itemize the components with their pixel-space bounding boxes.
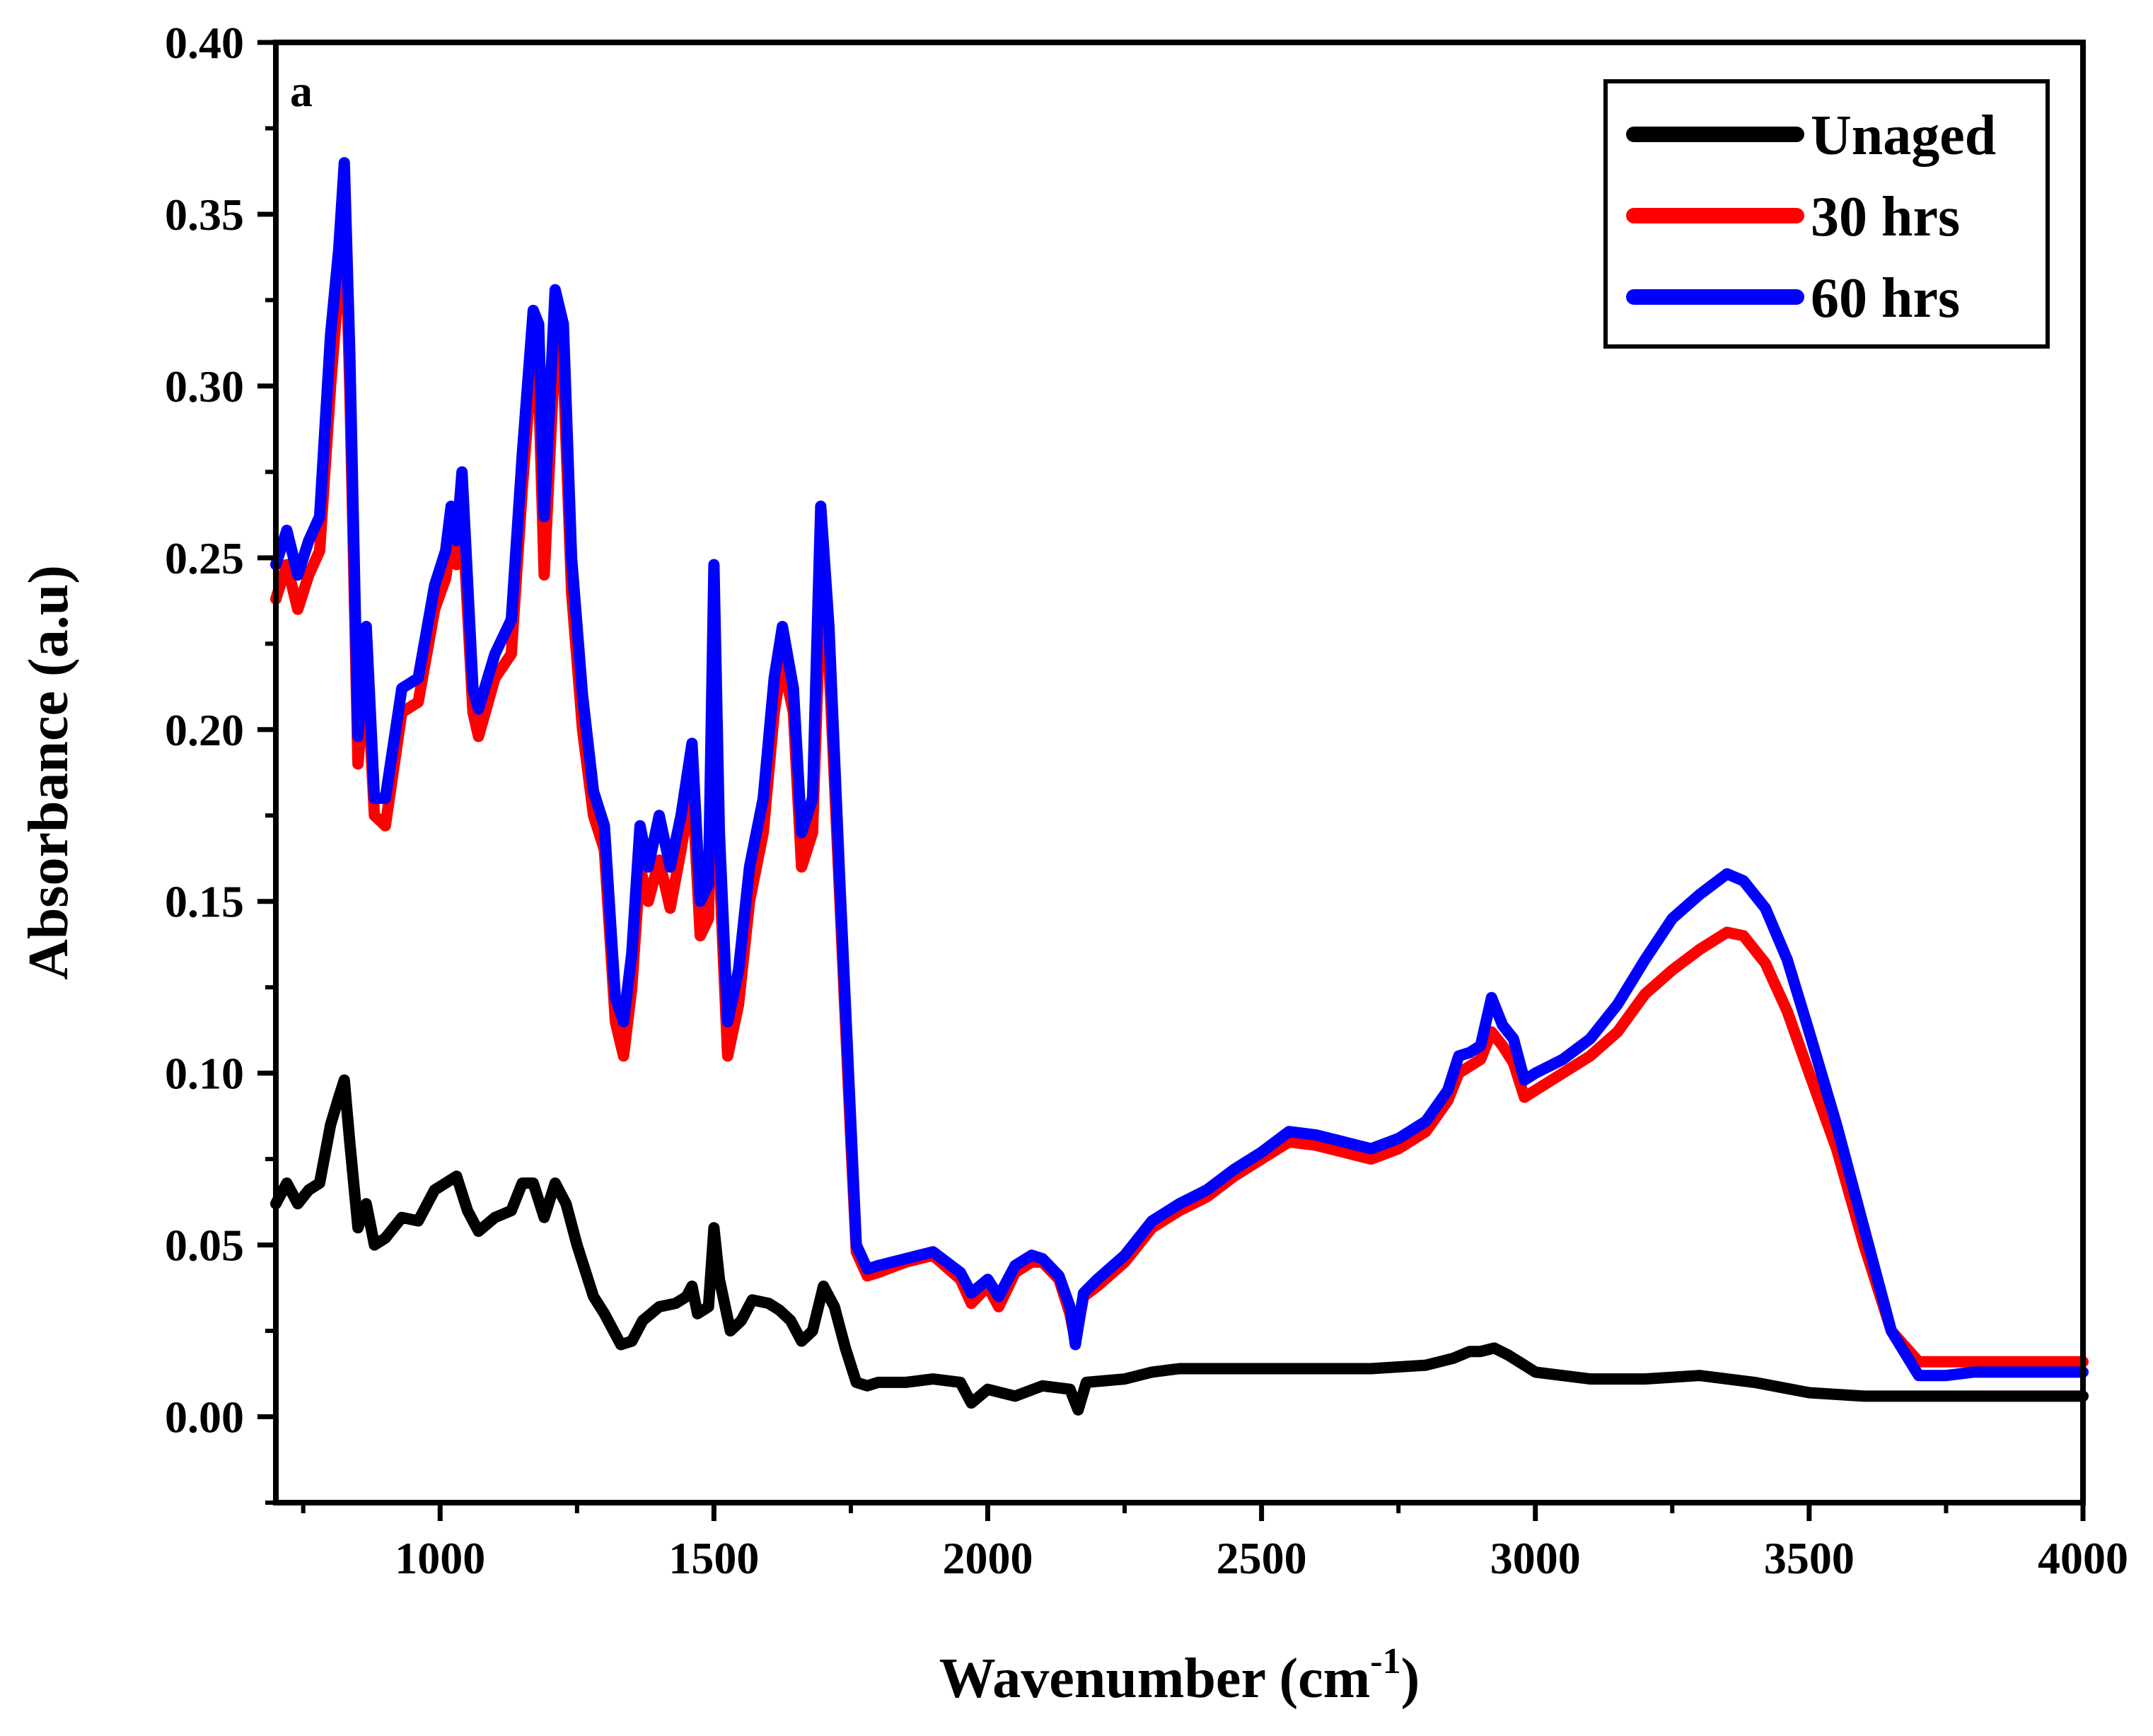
y-tick-label: 0.35 [165,190,244,240]
x-tick-label: 3000 [1490,1533,1581,1583]
y-tick-label: 0.25 [165,533,244,583]
legend-label-unaged: Unaged [1811,105,1996,167]
y-tick-label: 0.10 [165,1049,244,1099]
x-tick-label: 2500 [1217,1533,1307,1583]
legend-label-30hrs: 30 hrs [1811,186,1960,248]
x-axis-title-main: Wavenumber (cm [939,1648,1371,1710]
x-tick-label: 2000 [943,1533,1033,1583]
panel-label: a [290,66,313,116]
y-tick-label: 0.15 [165,877,244,927]
plot-area-frame [273,40,2086,1505]
y-tick-label: 0.30 [165,361,244,412]
x-tick-label: 4000 [2038,1533,2128,1583]
x-tick-label: 1000 [395,1533,485,1583]
y-tick-label: 0.20 [165,705,244,755]
y-axis-title: Absorbance (a.u) [18,565,80,980]
y-tick-label: 0.40 [165,18,244,68]
legend: Unaged 30 hrs 60 hrs [1603,79,2050,349]
legend-label-60hrs: 60 hrs [1811,267,1960,330]
axis-ticks: 1000 1500 2000 2500 3000 3500 4000 0.00 0.05 0.10… [165,18,2128,1583]
x-tick-label: 1500 [668,1533,759,1583]
x-axis-title: Wavenumber (cm-1) [939,1641,1420,1710]
series-layer [270,157,2089,1416]
series-line-unaged [270,1074,2089,1416]
y-tick-label: 0.00 [165,1392,244,1443]
y-tick-label: 0.05 [165,1221,244,1271]
x-tick-label: 3500 [1764,1533,1855,1583]
x-axis-title-superscript: -1 [1370,1641,1400,1682]
x-axis-title-close: ) [1401,1648,1420,1710]
series-line-60hrs [270,157,2089,1382]
